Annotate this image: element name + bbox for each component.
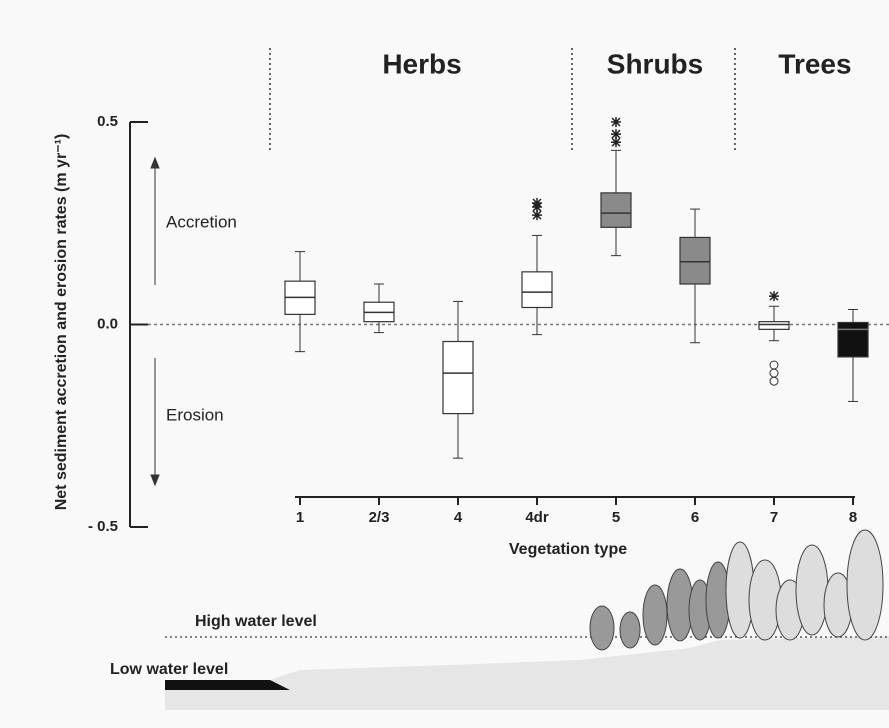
annotation: Low water level (110, 661, 228, 678)
x-tick-label: 4dr (525, 509, 549, 526)
box (443, 342, 473, 414)
x-tick-label: 7 (770, 509, 778, 526)
chart: Herbs Shrubs Trees Net sediment accretio… (0, 0, 889, 728)
annotation: Accretion (166, 212, 237, 231)
group-label: Herbs (382, 48, 461, 79)
annotation: Erosion (166, 405, 224, 424)
outlier (532, 198, 542, 208)
box (759, 322, 789, 330)
x-tick-label: 6 (691, 509, 699, 526)
x-tick-label: 2/3 (369, 509, 390, 526)
box (838, 322, 868, 356)
x-tick-label: 1 (296, 509, 304, 526)
group-label: Trees (778, 48, 851, 79)
y-tick-label: 0.0 (97, 315, 118, 332)
y-axis-title: Net sediment accretion and erosion rates… (53, 134, 70, 511)
box (601, 193, 631, 227)
box (680, 237, 710, 284)
x-tick-label: 4 (454, 509, 463, 526)
x-axis-title: Vegetation type (509, 541, 627, 558)
x-tick-label: 5 (612, 509, 620, 526)
y-tick-label: 0.5 (97, 113, 118, 130)
group-label: Shrubs (607, 48, 703, 79)
annotation: High water level (195, 613, 317, 630)
y-tick-label: - 0.5 (88, 518, 118, 535)
x-tick-label: 8 (849, 509, 857, 526)
outlier (769, 291, 779, 301)
outlier (611, 117, 621, 127)
box (522, 272, 552, 308)
outlier (611, 129, 621, 139)
